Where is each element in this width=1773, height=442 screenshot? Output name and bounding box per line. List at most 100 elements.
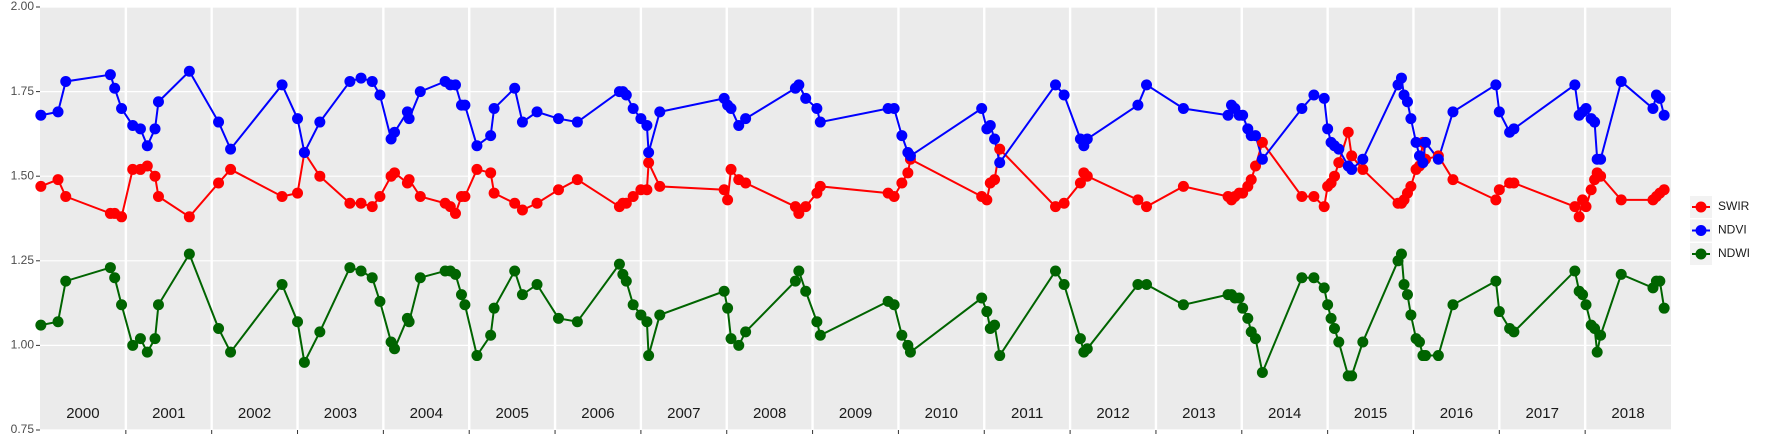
data-point (722, 194, 734, 206)
data-point (414, 272, 426, 284)
data-point (149, 123, 161, 135)
data-point (1325, 312, 1337, 324)
data-point (981, 306, 993, 318)
panel-label: 2002 (238, 405, 271, 422)
data-point (1419, 136, 1431, 148)
data-point (1658, 184, 1670, 196)
data-point (1569, 201, 1581, 213)
data-point (641, 316, 653, 328)
y-tick-label: 1.00 (11, 338, 35, 352)
data-point (1417, 157, 1429, 169)
data-point (1250, 333, 1262, 345)
data-point (152, 191, 164, 203)
data-point (1508, 326, 1520, 338)
data-point (1141, 278, 1153, 290)
data-point (1493, 106, 1505, 118)
data-point (52, 106, 64, 118)
panel-label: 2015 (1354, 405, 1387, 422)
data-point (531, 278, 543, 290)
data-point (1490, 275, 1502, 287)
data-point (152, 299, 164, 311)
data-point (276, 278, 288, 290)
data-point (449, 268, 461, 280)
data-point (1308, 89, 1320, 101)
data-point (1615, 75, 1627, 87)
data-point (811, 103, 823, 115)
data-point (355, 197, 367, 209)
data-point (1322, 123, 1334, 135)
data-point (1658, 302, 1670, 314)
data-point (725, 333, 737, 345)
data-point (488, 103, 500, 115)
panel-label: 2007 (667, 405, 700, 422)
panel-label: 2013 (1182, 405, 1215, 422)
data-point (292, 316, 304, 328)
data-point (1419, 350, 1431, 362)
data-point (1580, 299, 1592, 311)
data-point (149, 333, 161, 345)
panel-label: 2014 (1268, 405, 1301, 422)
data-point (104, 262, 116, 274)
data-point (298, 356, 310, 368)
data-point (654, 309, 666, 321)
data-point (1250, 130, 1262, 142)
data-point (366, 75, 378, 87)
data-point (627, 299, 639, 311)
data-point (471, 140, 483, 152)
data-point (1405, 180, 1417, 192)
data-point (1081, 170, 1093, 182)
data-point (643, 157, 655, 169)
data-point (1222, 109, 1234, 121)
data-point (1074, 177, 1086, 189)
data-point (225, 163, 237, 175)
data-point (276, 191, 288, 203)
data-point (1405, 113, 1417, 125)
data-point (509, 265, 521, 277)
data-point (1050, 265, 1062, 277)
data-point (1296, 103, 1308, 115)
data-point (814, 180, 826, 192)
data-point (571, 174, 583, 186)
data-point (1595, 329, 1607, 341)
data-point (740, 177, 752, 189)
data-point (183, 248, 195, 260)
data-point (718, 285, 730, 297)
data-point (896, 177, 908, 189)
panel-label: 2011 (1011, 405, 1043, 422)
legend-swatch (1695, 248, 1707, 260)
data-point (314, 116, 326, 128)
data-point (1058, 89, 1070, 101)
data-point (374, 295, 386, 307)
data-point (814, 116, 826, 128)
panel-label: 2001 (152, 405, 185, 422)
data-point (485, 329, 497, 341)
panel-label: 2006 (581, 405, 614, 422)
data-point (141, 346, 153, 358)
data-point (109, 82, 121, 94)
data-point (620, 89, 632, 101)
data-point (488, 187, 500, 199)
data-point (389, 126, 401, 138)
data-point (1490, 194, 1502, 206)
data-point (1580, 201, 1592, 213)
data-point (1132, 194, 1144, 206)
panel-label: 2000 (66, 405, 99, 422)
data-point (355, 265, 367, 277)
data-point (800, 201, 812, 213)
data-point (733, 119, 745, 131)
data-point (811, 316, 823, 328)
data-point (1333, 157, 1345, 169)
data-point (740, 113, 752, 125)
data-point (403, 174, 415, 186)
data-point (1058, 197, 1070, 209)
data-point (1256, 366, 1268, 378)
data-point (459, 299, 471, 311)
data-point (1308, 272, 1320, 284)
data-point (1595, 153, 1607, 165)
data-point (552, 312, 564, 324)
data-point (149, 170, 161, 182)
data-point (1405, 309, 1417, 321)
data-point (1569, 79, 1581, 91)
data-point (183, 211, 195, 223)
